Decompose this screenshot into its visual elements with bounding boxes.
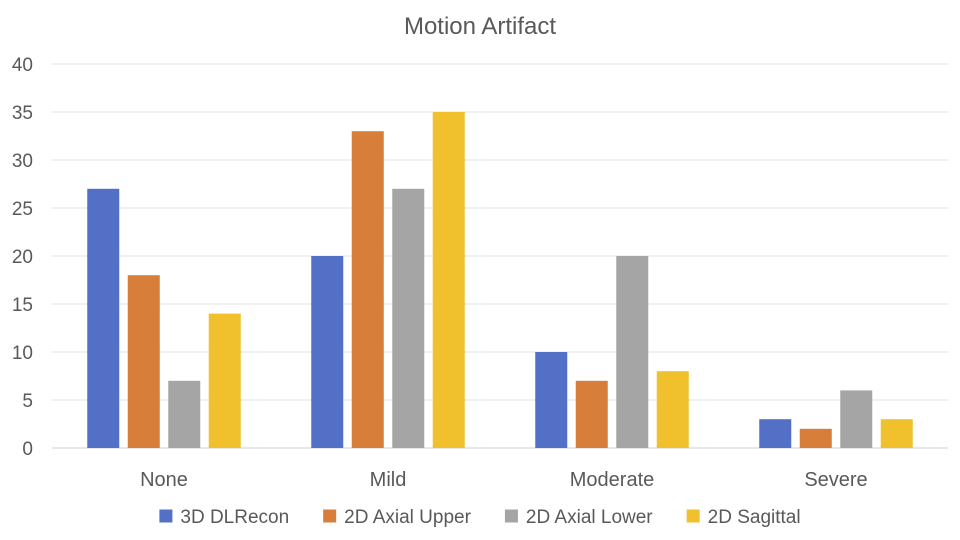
y-tick-label: 10	[12, 343, 33, 364]
legend-label: 2D Sagittal	[708, 507, 801, 528]
bar-mild-2d-sagittal	[432, 112, 465, 448]
bar-none-2d-sagittal	[208, 313, 241, 448]
y-tick-label: 30	[12, 151, 33, 172]
y-tick-label: 25	[12, 199, 33, 220]
bar-severe-2d-sagittal	[880, 419, 913, 448]
bar-severe-3d-dlrecon	[759, 419, 792, 448]
bar-mild-2d-axial-lower	[392, 188, 425, 449]
bar-none-2d-axial-lower	[168, 380, 201, 448]
y-tick-label: 0	[22, 439, 33, 460]
x-category-label: None	[140, 469, 188, 491]
bar-moderate-2d-axial-lower	[616, 256, 649, 448]
grid-lines	[52, 63, 948, 449]
x-category-label: Severe	[804, 469, 867, 491]
legend-swatch	[323, 509, 337, 523]
legend-swatch	[504, 509, 518, 523]
legend: 3D DLRecon 2D Axial Upper 2D Axial Lower 2D…	[159, 507, 801, 528]
bar-none-2d-axial-upper	[127, 275, 160, 448]
y-tick-label: 40	[12, 55, 33, 76]
legend-label: 2D Axial Upper	[344, 507, 471, 528]
x-category-label: Moderate	[570, 469, 655, 491]
y-tick-label: 15	[12, 295, 33, 316]
y-tick-label: 5	[22, 391, 33, 412]
x-category-label: Mild	[370, 469, 407, 491]
legend-swatch	[159, 509, 173, 523]
legend-label: 2D Axial Lower	[526, 507, 653, 528]
y-axis-tick-labels: 0 5 10 15 20 25 30 35 40	[12, 55, 33, 460]
bars	[87, 112, 913, 449]
legend-swatch	[686, 509, 700, 523]
bar-moderate-2d-axial-upper	[575, 380, 608, 448]
bar-moderate-2d-sagittal	[656, 371, 689, 448]
bar-severe-2d-axial-upper	[799, 428, 832, 448]
bar-severe-2d-axial-lower	[840, 390, 873, 448]
x-axis-category-labels: None Mild Moderate Severe	[140, 469, 868, 491]
bar-mild-3d-dlrecon	[311, 256, 344, 448]
bar-none-3d-dlrecon	[87, 188, 120, 449]
y-tick-label: 20	[12, 247, 33, 268]
bar-mild-2d-axial-upper	[351, 131, 384, 448]
y-tick-label: 35	[12, 103, 33, 124]
bar-moderate-3d-dlrecon	[535, 352, 568, 448]
legend-label: 3D DLRecon	[180, 507, 289, 528]
chart-title: Motion Artifact	[404, 13, 556, 40]
